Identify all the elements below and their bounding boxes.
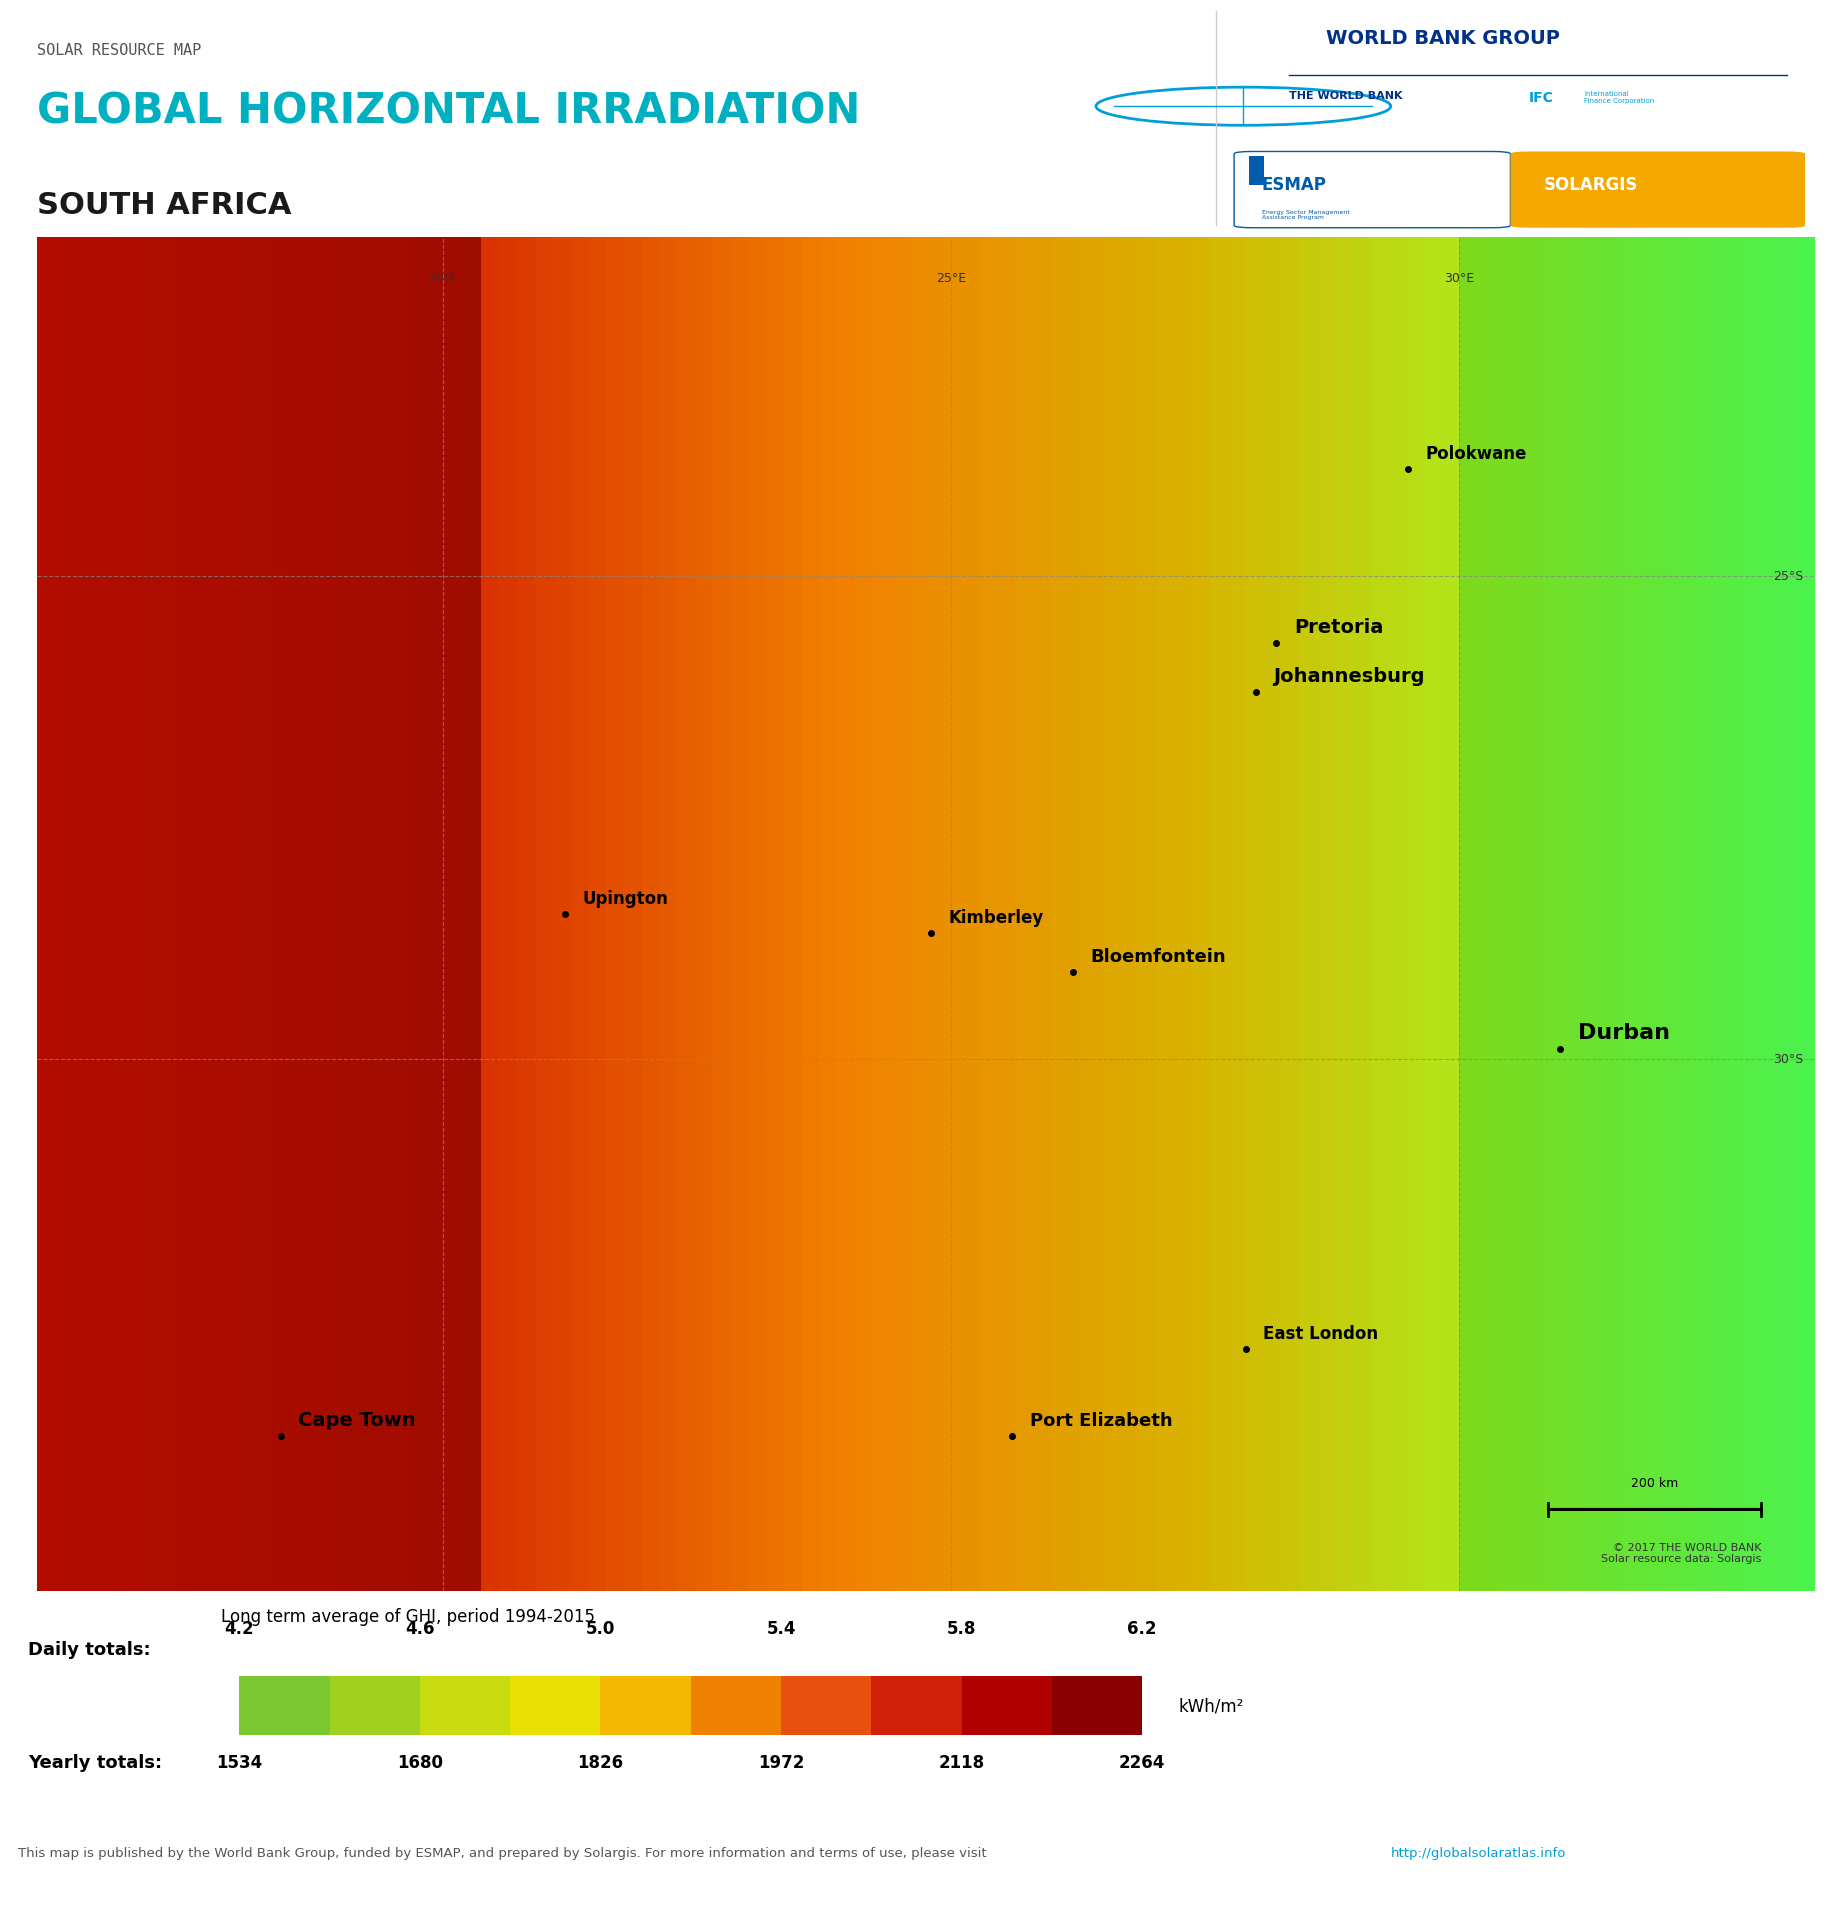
Text: 25°E: 25°E [936,272,965,286]
Text: Port Elizabeth: Port Elizabeth [1030,1412,1172,1429]
Bar [510,1676,600,1735]
Text: 4.6: 4.6 [405,1619,435,1636]
Text: ESMAP: ESMAP [1262,177,1326,194]
Text: http://globalsolaratlas.info: http://globalsolaratlas.info [1391,1846,1566,1859]
Text: 6.2: 6.2 [1127,1619,1157,1636]
Text: 1534: 1534 [216,1753,263,1772]
Text: This map is published by the World Bank Group, funded by ESMAP, and prepared by : This map is published by the World Bank … [18,1846,991,1859]
Text: THE WORLD BANK: THE WORLD BANK [1289,91,1404,101]
Text: Daily totals:: Daily totals: [28,1640,151,1659]
Text: Bloemfontein: Bloemfontein [1090,947,1227,966]
Text: WORLD BANK GROUP: WORLD BANK GROUP [1326,29,1560,48]
Text: 2118: 2118 [938,1753,985,1772]
Text: IFC: IFC [1529,91,1555,105]
Text: 5.8: 5.8 [947,1619,976,1636]
Text: 2264: 2264 [1118,1753,1166,1772]
Text: SOLAR RESOURCE MAP: SOLAR RESOURCE MAP [37,44,201,57]
Bar [962,1676,1052,1735]
Polygon shape [138,286,1754,1534]
Text: © 2017 THE WORLD BANK
Solar resource data: Solargis: © 2017 THE WORLD BANK Solar resource dat… [1601,1541,1761,1564]
Bar [1249,158,1264,187]
Text: Durban: Durban [1579,1023,1671,1042]
Text: kWh/m²: kWh/m² [1179,1697,1243,1714]
Text: East London: East London [1264,1324,1378,1343]
Text: International
Finance Corporation: International Finance Corporation [1584,91,1654,103]
Text: Energy Sector Management
Assistance Program: Energy Sector Management Assistance Prog… [1262,210,1350,221]
Bar [691,1676,781,1735]
Text: Upington: Upington [582,890,669,907]
Text: 1680: 1680 [398,1753,442,1772]
Bar [420,1676,510,1735]
Bar [239,1676,330,1735]
Bar [871,1676,962,1735]
Text: Cape Town: Cape Town [298,1410,416,1429]
Text: 30°S: 30°S [1774,1053,1803,1065]
Text: 1972: 1972 [757,1753,805,1772]
FancyBboxPatch shape [1510,152,1805,229]
Text: 20°E: 20°E [427,272,459,286]
Bar [600,1676,691,1735]
Text: 5.0: 5.0 [586,1619,615,1636]
Text: Polokwane: Polokwane [1426,446,1527,463]
Text: SOLARGIS: SOLARGIS [1544,177,1638,194]
Text: Pretoria: Pretoria [1293,617,1383,636]
Text: 30°E: 30°E [1444,272,1474,286]
FancyBboxPatch shape [1234,152,1510,229]
Bar [330,1676,420,1735]
Text: 4.2: 4.2 [225,1619,254,1636]
Bar [1052,1676,1142,1735]
Text: Long term average of GHI, period 1994-2015: Long term average of GHI, period 1994-20… [221,1608,595,1625]
Text: SOUTH AFRICA: SOUTH AFRICA [37,190,291,219]
Text: GLOBAL HORIZONTAL IRRADIATION: GLOBAL HORIZONTAL IRRADIATION [37,91,860,133]
Text: 1826: 1826 [577,1753,624,1772]
Bar [781,1676,871,1735]
Text: 200 km: 200 km [1630,1476,1678,1490]
Text: 5.4: 5.4 [766,1619,796,1636]
Text: Johannesburg: Johannesburg [1273,667,1426,686]
Text: Kimberley: Kimberley [949,909,1044,928]
Text: Yearly totals:: Yearly totals: [28,1753,162,1772]
Text: 25°S: 25°S [1774,570,1803,583]
